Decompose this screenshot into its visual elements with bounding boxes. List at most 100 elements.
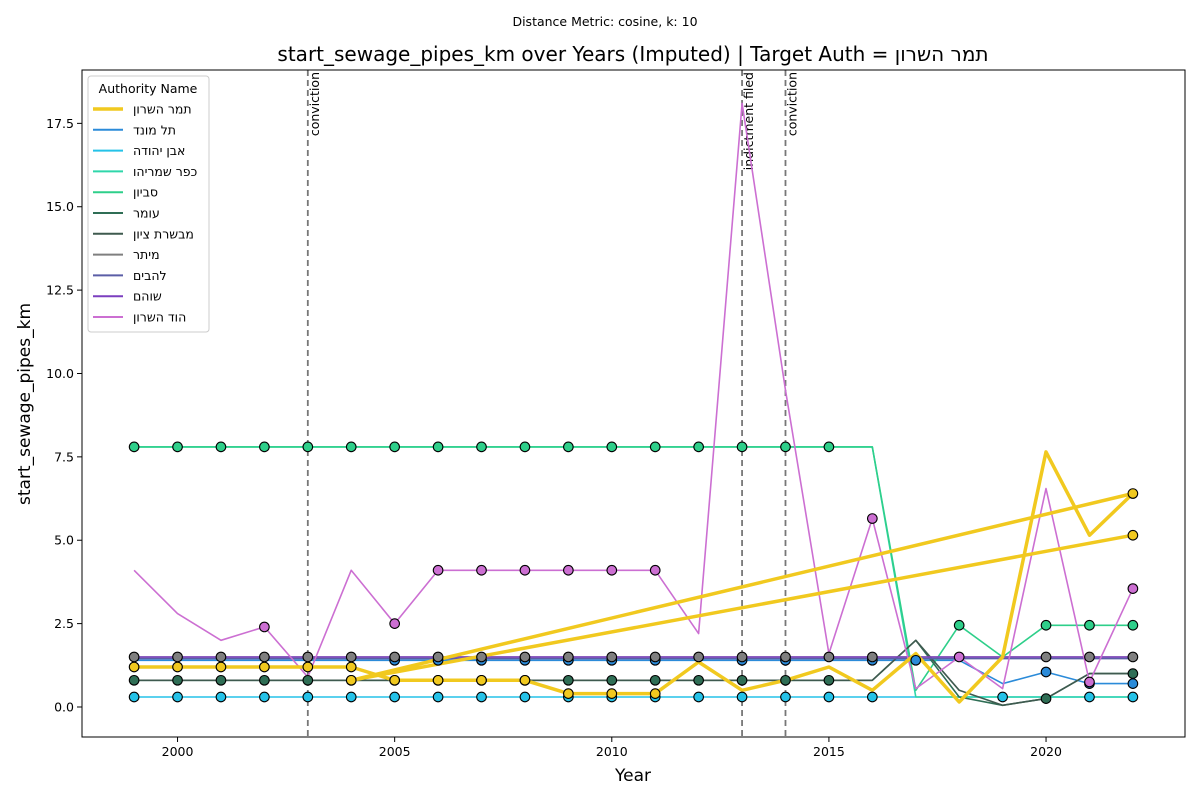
- data-point-2-22: [1084, 691, 1095, 703]
- data-point-7-23: [1127, 651, 1139, 663]
- data-point-0-9: [519, 674, 531, 686]
- data-point-0-11: [606, 688, 618, 699]
- data-point-4-14: [736, 441, 748, 453]
- data-point-10-9: [519, 564, 531, 576]
- series-line-0: [134, 450, 1135, 704]
- x-tick-label-3: 2015: [813, 744, 845, 759]
- event-label-0: conviction: [307, 72, 322, 136]
- legend-label-1: תל מונד: [133, 122, 176, 137]
- legend-label-4: סביון: [133, 185, 158, 200]
- legend-box: [87, 75, 210, 333]
- data-point-5-12: [649, 674, 661, 686]
- legend-label-10: הוד השרון: [133, 310, 186, 325]
- data-point-7-12: [649, 651, 661, 663]
- data-point-5-0: [128, 674, 140, 686]
- data-point-4-21: [1040, 619, 1052, 631]
- legend: Authority Name תמר השרון תל מונד אבן יהודה…: [87, 75, 210, 333]
- data-point-4-7: [432, 441, 444, 453]
- data-point-7-5: [345, 651, 357, 663]
- data-point-7-16: [823, 651, 835, 663]
- data-point-4-4: [302, 441, 314, 453]
- data-point-1-21: [1040, 666, 1052, 678]
- y-tick-label-1: 2.5: [54, 616, 74, 631]
- data-point-extra-0-0: [345, 674, 357, 686]
- data-point-7-9: [519, 651, 531, 663]
- series-line-4: [134, 446, 1133, 692]
- data-point-7-17: [866, 651, 878, 663]
- legend-title: Authority Name: [99, 81, 198, 96]
- y-tick-label-7: 17.5: [46, 116, 74, 131]
- data-point-5-11: [606, 674, 618, 686]
- y-tick-label-2: 5.0: [54, 533, 74, 548]
- series-line-1: [134, 659, 1133, 685]
- data-point-7-7: [432, 651, 444, 663]
- x-axis-label: Year: [614, 766, 651, 786]
- data-point-7-8: [476, 651, 487, 663]
- data-point-4-2: [215, 441, 227, 453]
- legend-label-5: עומר: [133, 206, 160, 221]
- data-point-2-6: [389, 691, 401, 703]
- data-point-5-15: [780, 674, 791, 686]
- chart-title: start_sewage_pipes_km over Years (Impute…: [277, 42, 988, 66]
- data-point-4-12: [649, 441, 661, 453]
- data-point-4-22: [1084, 619, 1095, 631]
- data-point-7-3: [259, 651, 270, 663]
- data-point-10-11: [606, 564, 618, 576]
- y-tick-label-4: 10.0: [46, 366, 74, 381]
- y-tick-label-6: 15.0: [46, 199, 74, 214]
- legend-label-2: אבן יהודה: [133, 143, 185, 158]
- y-tick-label-3: 7.5: [54, 449, 74, 464]
- data-point-4-11: [606, 441, 618, 453]
- y-axis-ticks: 0.0 2.5 5.0 7.5 10.0 12.5 15.0 17.5: [46, 116, 82, 714]
- y-tick-label-0: 0.0: [54, 699, 74, 714]
- data-point-4-10: [563, 441, 574, 453]
- data-point-2-23: [1127, 691, 1139, 703]
- data-point-7-21: [1040, 651, 1052, 663]
- legend-label-9: שוהם: [133, 289, 162, 304]
- data-point-extra-0-1: [1127, 529, 1139, 541]
- data-point-0-5: [345, 661, 357, 673]
- event-label-1: indictment filed: [741, 72, 756, 170]
- data-point-2-17: [866, 691, 878, 703]
- data-point-2-5: [345, 691, 357, 703]
- data-point-5-14: [736, 674, 748, 686]
- y-axis-label: start_sewage_pipes_km: [15, 303, 35, 505]
- data-point-0-2: [215, 661, 227, 673]
- data-point-4-19: [953, 619, 965, 631]
- data-point-4-1: [172, 441, 183, 453]
- x-tick-label-4: 2020: [1030, 744, 1062, 759]
- plot-frame: [81, 69, 1186, 738]
- data-point-7-14: [736, 651, 748, 663]
- data-point-2-13: [693, 691, 704, 703]
- data-point-7-1: [172, 651, 183, 663]
- legend-label-3: כפר שמריהו: [133, 164, 197, 179]
- data-point-10-12: [649, 564, 661, 576]
- data-point-7-13: [693, 651, 704, 663]
- data-point-5-23: [1127, 668, 1139, 679]
- data-point-0-23: [1127, 488, 1139, 499]
- data-point-7-10: [563, 651, 574, 663]
- data-point-2-0: [128, 691, 140, 703]
- event-lines: conviction indictment filed conviction: [307, 70, 799, 737]
- data-point-4-0: [128, 441, 140, 453]
- data-point-4-5: [345, 441, 357, 453]
- data-point-2-9: [519, 691, 531, 703]
- data-point-4-13: [693, 441, 704, 453]
- data-point-0-12: [649, 688, 661, 699]
- data-point-10-6: [389, 618, 401, 629]
- data-point-7-4: [302, 651, 314, 663]
- legend-entries: תמר השרון תל מונד אבן יהודה כפר שמריהו סביון…: [93, 102, 197, 325]
- x-tick-label-1: 2005: [379, 744, 411, 759]
- data-point-4-23: [1127, 619, 1139, 631]
- data-point-10-17: [866, 513, 878, 524]
- data-point-7-11: [606, 651, 618, 663]
- data-point-0-10: [563, 688, 574, 699]
- legend-label-7: מיתר: [133, 247, 160, 262]
- data-point-7-6: [389, 651, 401, 663]
- x-tick-label-0: 2000: [162, 744, 194, 759]
- data-point-5-13: [693, 674, 704, 686]
- data-point-7-2: [215, 651, 227, 663]
- data-point-4-15: [780, 441, 791, 453]
- data-point-4-8: [476, 441, 487, 453]
